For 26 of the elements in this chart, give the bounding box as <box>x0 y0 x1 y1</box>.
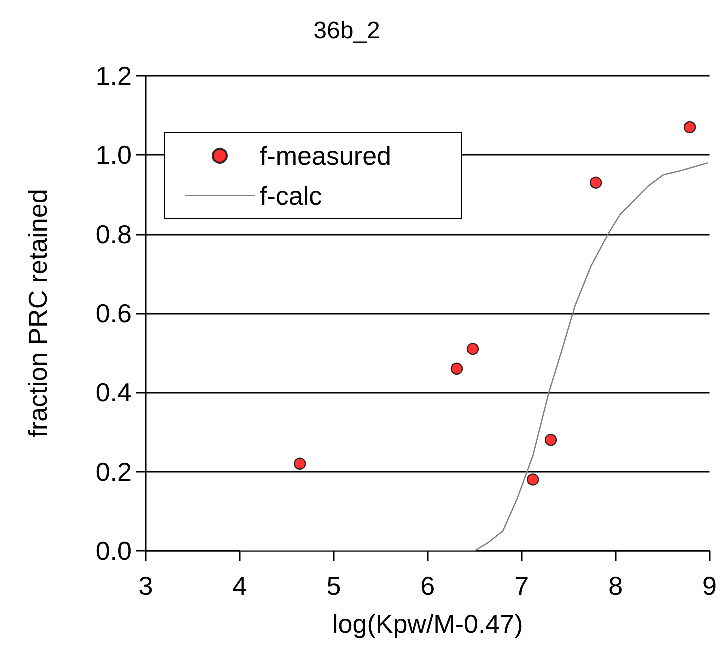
y-axis-title: fraction PRC retained <box>23 189 53 438</box>
y-tick-label: 1.0 <box>96 140 132 170</box>
point <box>527 474 540 486</box>
x-axis-title: log(Kpw/M-0.47) <box>332 609 524 639</box>
x-tick-label: 5 <box>326 571 342 601</box>
y-tick-label: 1.2 <box>96 61 132 91</box>
x-tick-label: 4 <box>232 571 248 601</box>
x-tick-label: 8 <box>608 571 624 601</box>
y-tick-label: 0.0 <box>96 536 132 566</box>
x-tick-label: 9 <box>702 571 718 601</box>
y-tick-label: 0.8 <box>96 219 132 250</box>
y-tick-label: 0.6 <box>96 298 132 328</box>
x-tick-label: 7 <box>514 571 530 601</box>
x-tick-label: 6 <box>420 571 436 601</box>
point <box>544 434 558 446</box>
point <box>466 343 480 356</box>
x-tick-label: 3 <box>138 571 154 601</box>
legend-label: f-measured <box>260 141 392 171</box>
legend-label: f-calc <box>260 181 322 211</box>
point <box>590 176 602 189</box>
chart-title: 36b_2 <box>314 18 380 44</box>
y-tick-label: 0.4 <box>96 378 132 408</box>
point <box>294 458 306 470</box>
point <box>450 362 464 376</box>
y-tick-label: 0.2 <box>96 456 132 487</box>
point <box>684 121 696 134</box>
